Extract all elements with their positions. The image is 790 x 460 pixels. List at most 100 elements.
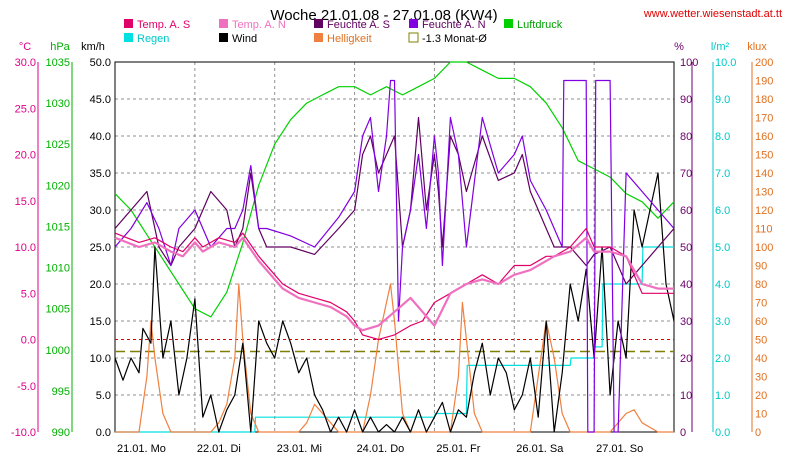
tick-label-lux: 90 <box>755 261 767 273</box>
legend-swatch <box>314 19 323 28</box>
tick-label-rain: 4.0 <box>715 279 730 291</box>
x-tick-label: 27.01. So <box>596 443 643 455</box>
tick-label-hum: 50 <box>680 242 692 254</box>
tick-label-temp: -5.0 <box>17 381 36 393</box>
legend-label: Helligkeit <box>327 33 372 45</box>
tick-label-lux: 140 <box>755 168 773 180</box>
tick-label-press: 1005 <box>46 304 70 316</box>
legend-item: Luftdruck <box>504 19 563 31</box>
tick-label-press: 1000 <box>46 345 70 357</box>
legend-item: -1.3 Monat-Ø <box>408 32 487 45</box>
legend-label: Temp. A. S <box>137 19 190 31</box>
tick-label-hum: 90 <box>680 94 692 106</box>
x-tick-label: 21.01. Mo <box>117 443 166 455</box>
tick-label-hum: 60 <box>680 205 692 217</box>
tick-label-lux: 60 <box>755 316 767 328</box>
tick-label-temp: 30.0 <box>15 57 36 69</box>
legend-item: Feuchte A. S <box>314 19 390 31</box>
tick-label-lux: 160 <box>755 131 773 143</box>
tick-label-lux: 110 <box>755 224 773 236</box>
tick-label-temp: 0.0 <box>21 335 36 347</box>
tick-label-rain: 0.0 <box>715 427 730 439</box>
tick-label-hum: 30 <box>680 316 692 328</box>
legend-label: Luftdruck <box>517 19 563 31</box>
x-tick-label: 22.01. Di <box>197 443 241 455</box>
tick-label-lux: 20 <box>755 390 767 402</box>
legend-swatch <box>409 19 418 28</box>
tick-label-rain: 10.0 <box>715 57 736 69</box>
tick-label-lux: 170 <box>755 113 773 125</box>
tick-label-press: 1020 <box>46 180 70 192</box>
tick-label-wind: 45.0 <box>90 94 111 106</box>
tick-label-lux: 120 <box>755 205 773 217</box>
legend-item: Regen <box>124 33 169 45</box>
legend-swatch <box>124 33 133 42</box>
tick-label-press: 1015 <box>46 221 70 233</box>
tick-label-temp: -10.0 <box>11 427 36 439</box>
tick-label-lux: 190 <box>755 76 773 88</box>
legend-item: Helligkeit <box>314 33 372 45</box>
tick-label-hum: 40 <box>680 279 692 291</box>
tick-label-lux: 30 <box>755 372 767 384</box>
tick-label-press: 990 <box>52 427 70 439</box>
axes: -10.0 -5.0 0.0 5.0 10.0 15.0 20.0 25.0 30.0 990 99… <box>11 57 773 439</box>
tick-label-temp: 15.0 <box>15 196 36 208</box>
tick-label-press: 1025 <box>46 139 70 151</box>
tick-label-temp: 5.0 <box>21 288 36 300</box>
series-line-temp-a-s <box>114 227 674 341</box>
legend-item: Feuchte A. N <box>409 19 486 31</box>
tick-label-temp: 20.0 <box>15 150 36 162</box>
legend-swatch <box>314 33 323 42</box>
series-layer <box>114 61 675 433</box>
tick-label-hum: 20 <box>680 353 692 365</box>
tick-label-wind: 40.0 <box>90 131 111 143</box>
series-line-wind <box>114 172 675 433</box>
legend-label: Wind <box>232 33 257 45</box>
axis-unit-wind: km/h <box>81 41 105 53</box>
tick-label-lux: 0 <box>755 427 761 439</box>
tick-label-lux: 50 <box>755 335 767 347</box>
legend: Temp. A. S Temp. A. N Feuchte A. S Feuchte … <box>124 19 563 45</box>
axis-unit-rain: l/m² <box>711 41 730 53</box>
axis-unit-hum: % <box>674 41 684 53</box>
tick-label-hum: 10 <box>680 390 692 402</box>
tick-label-wind: 5.0 <box>96 390 111 402</box>
tick-label-wind: 30.0 <box>90 205 111 217</box>
x-tick-label: 25.01. Fr <box>436 443 480 455</box>
x-tick-label: 23.01. Mi <box>277 443 322 455</box>
tick-label-temp: 25.0 <box>15 103 36 115</box>
tick-label-wind: 25.0 <box>90 242 111 254</box>
tick-label-press: 995 <box>52 386 70 398</box>
tick-label-rain: 7.0 <box>715 168 730 180</box>
tick-label-lux: 70 <box>755 298 767 310</box>
legend-label: Temp. A. N <box>232 19 286 31</box>
legend-label: Feuchte A. N <box>422 19 486 31</box>
tick-label-lux: 130 <box>755 187 773 199</box>
tick-label-hum: 80 <box>680 131 692 143</box>
x-tick-label: 24.01. Do <box>357 443 405 455</box>
tick-label-rain: 2.0 <box>715 353 730 365</box>
axis-unit-press: hPa <box>50 41 70 53</box>
tick-label-rain: 5.0 <box>715 242 730 254</box>
legend-item: Wind <box>219 33 257 45</box>
tick-label-rain: 1.0 <box>715 390 730 402</box>
tick-label-temp: 10.0 <box>15 242 36 254</box>
tick-label-rain: 3.0 <box>715 316 730 328</box>
legend-item: Temp. A. N <box>219 19 286 31</box>
x-tick-label: 26.01. Sa <box>516 443 564 455</box>
tick-label-wind: 20.0 <box>90 279 111 291</box>
x-axis-labels: 21.01. Mo 22.01. Di 23.01. Mi 24.01. Do 25.0… <box>117 443 643 455</box>
legend-label: Regen <box>137 33 169 45</box>
legend-label: Feuchte A. S <box>327 19 390 31</box>
series-line-feuchte-a-n <box>114 79 675 433</box>
axis-unit-temp: °C <box>19 41 31 53</box>
axis-units: °C hPa km/h% l/m² klux <box>19 41 767 53</box>
series-line-temp-a-n <box>114 236 674 332</box>
legend-item: Temp. A. S <box>124 19 190 31</box>
tick-label-rain: 8.0 <box>715 131 730 143</box>
tick-label-lux: 10 <box>755 409 767 421</box>
tick-label-rain: 6.0 <box>715 205 730 217</box>
chart-title: Woche 21.01.08 - 27.01.08 (KW4) <box>270 7 497 24</box>
